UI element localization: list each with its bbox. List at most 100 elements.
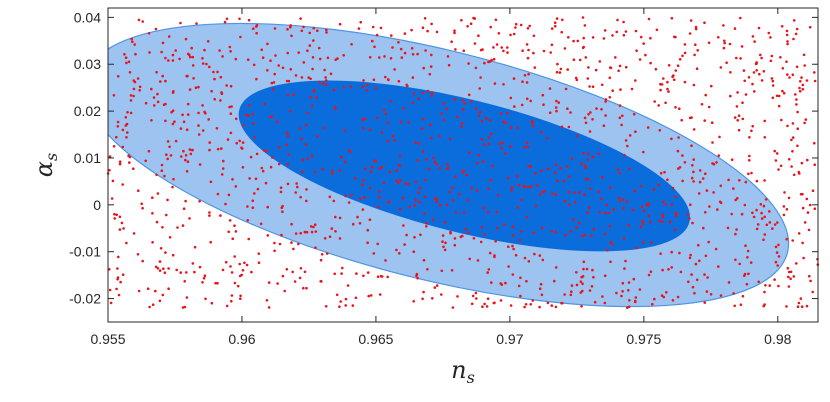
scatter-point: [777, 104, 781, 108]
scatter-point: [150, 119, 153, 122]
scatter-point: [144, 159, 147, 163]
scatter-point: [735, 56, 738, 60]
scatter-point: [787, 285, 791, 288]
scatter-point: [621, 290, 624, 293]
scatter-point: [353, 177, 357, 180]
scatter-point: [453, 31, 456, 35]
scatter-point: [608, 96, 612, 99]
scatter-point: [312, 26, 316, 30]
scatter-point: [163, 271, 167, 275]
scatter-point: [480, 119, 484, 123]
scatter-point: [574, 76, 578, 80]
scatter-point: [474, 291, 478, 295]
scatter-point: [473, 42, 477, 45]
scatter-point: [269, 59, 272, 62]
scatter-point: [414, 141, 417, 144]
scatter-point: [691, 164, 694, 167]
scatter-point: [797, 301, 801, 305]
scatter-point: [253, 135, 256, 139]
scatter-point: [286, 93, 290, 97]
scatter-point: [326, 56, 330, 60]
scatter-point: [414, 180, 418, 184]
scatter-point: [115, 287, 118, 291]
scatter-point: [571, 218, 575, 221]
scatter-point: [525, 279, 528, 283]
scatter-point: [666, 80, 669, 84]
scatter-point: [719, 184, 723, 188]
scatter-point: [171, 109, 175, 112]
scatter-point: [639, 184, 643, 188]
scatter-point: [786, 124, 789, 128]
scatter-point: [124, 56, 128, 59]
scatter-point: [151, 241, 154, 244]
scatter-point: [661, 215, 665, 219]
scatter-point: [706, 276, 709, 279]
scatter-point: [466, 199, 469, 202]
scatter-point: [664, 101, 667, 105]
scatter-point: [550, 304, 554, 307]
scatter-point: [521, 80, 524, 83]
scatter-point: [368, 218, 372, 221]
scatter-point: [603, 301, 607, 305]
scatter-point: [747, 172, 750, 176]
scatter-point: [638, 58, 642, 61]
scatter-point: [273, 27, 277, 30]
scatter-point: [189, 152, 193, 156]
scatter-point: [792, 275, 796, 278]
scatter-point: [229, 50, 232, 53]
scatter-point: [188, 148, 192, 151]
scatter-point: [241, 268, 245, 272]
scatter-point: [296, 185, 299, 189]
scatter-point: [618, 116, 622, 120]
scatter-point: [620, 294, 623, 298]
scatter-point: [395, 248, 398, 252]
scatter-point: [242, 124, 245, 127]
scatter-point: [412, 300, 416, 303]
scatter-point: [601, 176, 604, 179]
scatter-point: [251, 112, 254, 116]
scatter-point: [529, 99, 532, 103]
scatter-point: [575, 226, 578, 229]
scatter-point: [807, 228, 811, 232]
scatter-point: [581, 16, 585, 19]
scatter-point: [357, 27, 361, 30]
scatter-point: [259, 222, 263, 226]
scatter-point: [483, 302, 486, 306]
scatter-point: [186, 113, 190, 116]
scatter-point: [809, 279, 812, 283]
scatter-point: [198, 200, 201, 203]
scatter-point: [246, 205, 249, 208]
scatter-point: [771, 96, 775, 100]
scatter-point: [557, 101, 560, 104]
scatter-point: [332, 199, 336, 203]
scatter-point: [369, 170, 373, 173]
scatter-point: [696, 49, 699, 52]
scatter-point: [164, 56, 167, 60]
scatter-point: [621, 198, 625, 201]
scatter-point: [580, 305, 583, 308]
scatter-point: [520, 230, 523, 233]
scatter-point: [281, 210, 284, 213]
scatter-point: [314, 170, 317, 174]
scatter-point: [115, 213, 118, 217]
scatter-point: [587, 152, 590, 156]
scatter-point: [113, 212, 116, 216]
scatter-point: [209, 180, 213, 184]
scatter-point: [521, 49, 524, 52]
scatter-point: [660, 294, 664, 297]
scatter-point: [369, 294, 373, 297]
scatter-point: [144, 101, 148, 105]
scatter-point: [320, 253, 324, 256]
scatter-point: [507, 176, 510, 180]
scatter-point: [338, 237, 342, 240]
scatter-point: [362, 126, 365, 130]
scatter-point: [705, 290, 709, 293]
scatter-point: [586, 211, 589, 215]
scatter-point: [641, 241, 645, 244]
scatter-point: [166, 198, 169, 202]
scatter-point: [279, 186, 283, 189]
scatter-point: [321, 168, 324, 171]
scatter-point: [419, 233, 422, 237]
scatter-point: [481, 48, 484, 51]
scatter-point: [294, 191, 298, 194]
